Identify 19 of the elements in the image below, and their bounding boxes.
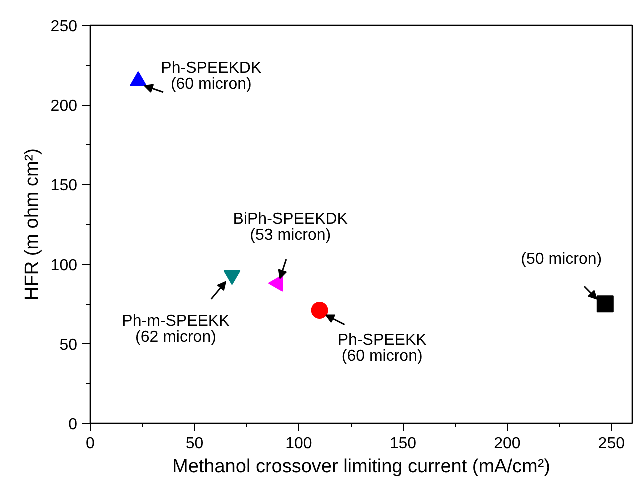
annotation: (50 micron) bbox=[521, 251, 602, 268]
y-tick-label: 250 bbox=[50, 18, 78, 36]
annotation: Ph-SPEEKDK (60 micron) bbox=[161, 60, 262, 93]
x-tick-label: 100 bbox=[286, 436, 312, 452]
y-axis-title: HFR (m ohm cm²) bbox=[22, 148, 43, 300]
annotation: BiPh-SPEEKDK (53 micron) bbox=[233, 211, 348, 244]
x-tick-label: 50 bbox=[186, 436, 204, 452]
y-tick-label: 200 bbox=[50, 98, 78, 116]
y-tick-label: 0 bbox=[68, 416, 78, 434]
annotation: Ph-m-SPEEKK (62 micron) bbox=[122, 313, 230, 346]
y-tick-label: 100 bbox=[50, 257, 78, 274]
annotation: Ph-SPEEKK (60 micron) bbox=[338, 332, 428, 366]
y-tick-label: 150 bbox=[50, 178, 78, 195]
y-tick-label: 50 bbox=[60, 336, 78, 354]
x-tick-label: 150 bbox=[390, 436, 417, 452]
x-tick-label: 200 bbox=[494, 436, 521, 452]
x-tick-label: 250 bbox=[598, 436, 626, 452]
x-tick-label: 0 bbox=[86, 436, 96, 452]
x-axis-title: Methanol crossover limiting current (mA/cm²) bbox=[172, 456, 550, 478]
